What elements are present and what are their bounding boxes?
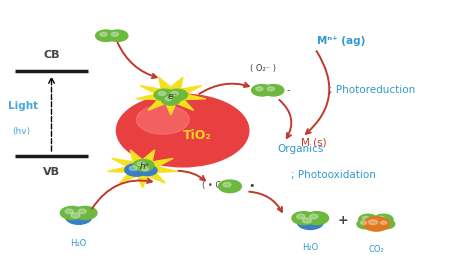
Circle shape	[377, 219, 395, 229]
Circle shape	[374, 214, 393, 225]
Polygon shape	[136, 77, 206, 115]
Circle shape	[154, 89, 175, 100]
Circle shape	[378, 216, 384, 220]
Circle shape	[111, 32, 118, 36]
Circle shape	[125, 164, 148, 176]
Text: VB: VB	[43, 167, 60, 177]
Polygon shape	[108, 150, 177, 188]
Circle shape	[137, 105, 189, 134]
Text: ( • OH ): ( • OH )	[202, 181, 234, 189]
Circle shape	[78, 209, 86, 213]
Circle shape	[60, 206, 84, 220]
Circle shape	[138, 165, 157, 176]
Text: (hv): (hv)	[12, 127, 31, 136]
Circle shape	[381, 221, 387, 224]
Text: ( O₂⁻ ): ( O₂⁻ )	[250, 64, 276, 73]
Circle shape	[142, 167, 149, 171]
Circle shape	[107, 30, 128, 41]
Circle shape	[167, 89, 188, 100]
Circle shape	[129, 166, 137, 170]
Circle shape	[66, 210, 91, 224]
Circle shape	[219, 180, 241, 193]
Text: Mⁿ⁺ (ag): Mⁿ⁺ (ag)	[318, 36, 366, 46]
Circle shape	[137, 162, 145, 166]
Text: •: •	[248, 181, 255, 191]
Circle shape	[359, 214, 378, 225]
Text: ; Photooxidation: ; Photooxidation	[292, 170, 376, 180]
Circle shape	[117, 94, 249, 167]
Circle shape	[305, 212, 328, 225]
Circle shape	[369, 220, 378, 225]
Text: Light: Light	[8, 101, 38, 111]
Circle shape	[171, 91, 178, 96]
Circle shape	[73, 206, 97, 220]
Circle shape	[165, 97, 172, 100]
Circle shape	[297, 215, 323, 229]
Circle shape	[302, 218, 311, 223]
Text: CB: CB	[43, 50, 60, 60]
Circle shape	[133, 159, 154, 171]
Circle shape	[364, 217, 390, 231]
Circle shape	[363, 216, 369, 220]
Text: h⁺: h⁺	[139, 162, 150, 171]
Circle shape	[267, 87, 274, 91]
Text: TiO₂: TiO₂	[182, 129, 211, 142]
Circle shape	[71, 213, 80, 218]
Circle shape	[263, 85, 284, 96]
Text: +: +	[338, 213, 349, 227]
Circle shape	[310, 214, 318, 219]
Circle shape	[297, 214, 305, 219]
Circle shape	[223, 182, 231, 187]
Circle shape	[158, 91, 165, 96]
Circle shape	[360, 221, 367, 224]
Circle shape	[292, 212, 316, 225]
Text: Organics: Organics	[277, 144, 324, 154]
Text: ; Photoreduction: ; Photoreduction	[329, 85, 415, 95]
Circle shape	[252, 85, 273, 96]
Circle shape	[65, 209, 73, 213]
Text: H₂O: H₂O	[71, 239, 87, 248]
Circle shape	[357, 219, 374, 229]
Circle shape	[100, 32, 107, 36]
Text: -: -	[287, 85, 290, 95]
Text: CO₂: CO₂	[369, 245, 384, 254]
Circle shape	[96, 30, 117, 41]
Text: H₂O: H₂O	[302, 243, 319, 252]
Text: e⁻: e⁻	[168, 92, 178, 101]
Circle shape	[256, 87, 263, 91]
Text: M (s): M (s)	[301, 137, 327, 147]
Circle shape	[162, 95, 180, 105]
